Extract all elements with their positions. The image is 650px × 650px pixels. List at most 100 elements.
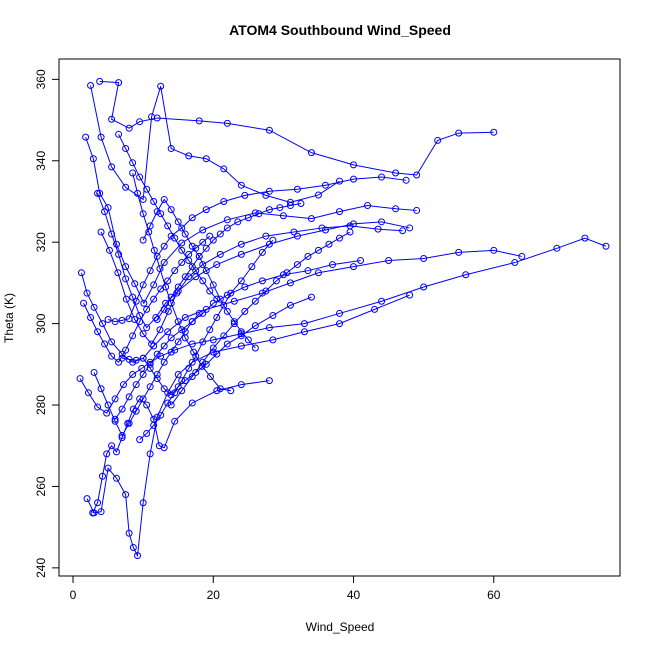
data-point — [378, 173, 386, 181]
data-point — [293, 261, 301, 269]
data-point — [553, 244, 561, 252]
data-point — [139, 354, 147, 362]
data-point — [108, 230, 116, 238]
data-point — [108, 163, 116, 171]
data-point — [248, 263, 256, 271]
data-point — [230, 318, 238, 326]
data-point — [164, 307, 172, 315]
data-point — [129, 544, 137, 552]
data-point — [143, 430, 151, 438]
data-point — [150, 342, 158, 350]
data-point — [185, 152, 193, 160]
data-point — [164, 389, 172, 397]
data-point — [230, 297, 238, 305]
data-point — [237, 250, 245, 258]
data-point — [157, 411, 165, 419]
data-point — [258, 248, 266, 256]
data-point — [131, 280, 139, 288]
data-point — [357, 257, 365, 265]
data-point — [113, 474, 121, 482]
data-point — [160, 259, 168, 267]
data-point — [269, 236, 277, 244]
data-point — [336, 320, 343, 328]
data-point — [76, 375, 84, 383]
data-point — [174, 318, 182, 326]
data-point — [118, 405, 126, 413]
data-point — [420, 254, 428, 262]
data-point — [399, 227, 407, 235]
data-point — [392, 205, 400, 213]
data-series — [76, 234, 610, 417]
data-point — [307, 293, 315, 301]
data-point — [490, 128, 498, 136]
data-point — [132, 297, 140, 305]
data-point — [178, 387, 186, 395]
data-point — [272, 277, 280, 285]
data-point — [164, 277, 172, 285]
data-point — [146, 267, 154, 275]
data-point — [94, 403, 102, 411]
data-point — [202, 155, 210, 163]
data-point — [157, 352, 165, 360]
data-point — [251, 322, 259, 330]
data-point — [160, 444, 168, 452]
data-point — [140, 299, 148, 307]
data-point — [84, 389, 92, 397]
data-point — [209, 281, 217, 289]
series-line — [118, 134, 218, 300]
data-point — [192, 267, 200, 275]
data-point — [122, 275, 130, 283]
data-point — [251, 209, 259, 217]
data-point — [125, 419, 133, 427]
x-tick-label: 20 — [207, 588, 221, 602]
data-point — [199, 261, 207, 269]
data-point — [406, 291, 414, 299]
data-point — [105, 246, 113, 254]
data-point — [132, 407, 140, 415]
data-point — [223, 216, 231, 224]
data-point — [199, 238, 207, 246]
series-line — [122, 296, 312, 396]
data-point — [206, 287, 214, 295]
data-point — [328, 261, 336, 269]
data-point — [406, 224, 414, 232]
data-point — [241, 307, 249, 315]
data-point — [371, 305, 379, 313]
y-tick-label: 260 — [34, 476, 48, 496]
y-tick-label: 240 — [34, 558, 48, 578]
data-point — [213, 387, 221, 395]
data-point — [188, 242, 196, 250]
data-point — [188, 318, 196, 326]
data-point — [244, 214, 252, 222]
data-point — [118, 432, 126, 440]
data-point — [490, 246, 498, 254]
data-point — [241, 283, 249, 291]
data-point — [206, 232, 214, 240]
data-point — [139, 210, 147, 218]
data-point — [181, 314, 189, 321]
data-point — [223, 307, 231, 315]
data-point — [199, 309, 207, 317]
data-point — [258, 289, 266, 297]
data-point — [174, 370, 182, 378]
data-point — [181, 273, 189, 281]
data-point — [237, 381, 245, 389]
series-line — [92, 380, 270, 514]
data-point — [195, 252, 203, 260]
data-point — [171, 389, 179, 397]
data-point — [160, 195, 168, 203]
data-point — [171, 417, 179, 425]
data-point — [87, 81, 95, 89]
data-point — [125, 393, 133, 401]
data-point — [125, 315, 133, 323]
y-tick-label: 300 — [34, 313, 48, 333]
data-point — [321, 226, 329, 234]
data-point — [139, 236, 147, 244]
data-point — [122, 145, 130, 153]
data-point — [146, 222, 154, 230]
data-point — [185, 364, 193, 372]
data-point — [143, 185, 151, 193]
data-series — [111, 257, 365, 423]
data-point — [97, 385, 105, 393]
data-point — [265, 324, 273, 332]
